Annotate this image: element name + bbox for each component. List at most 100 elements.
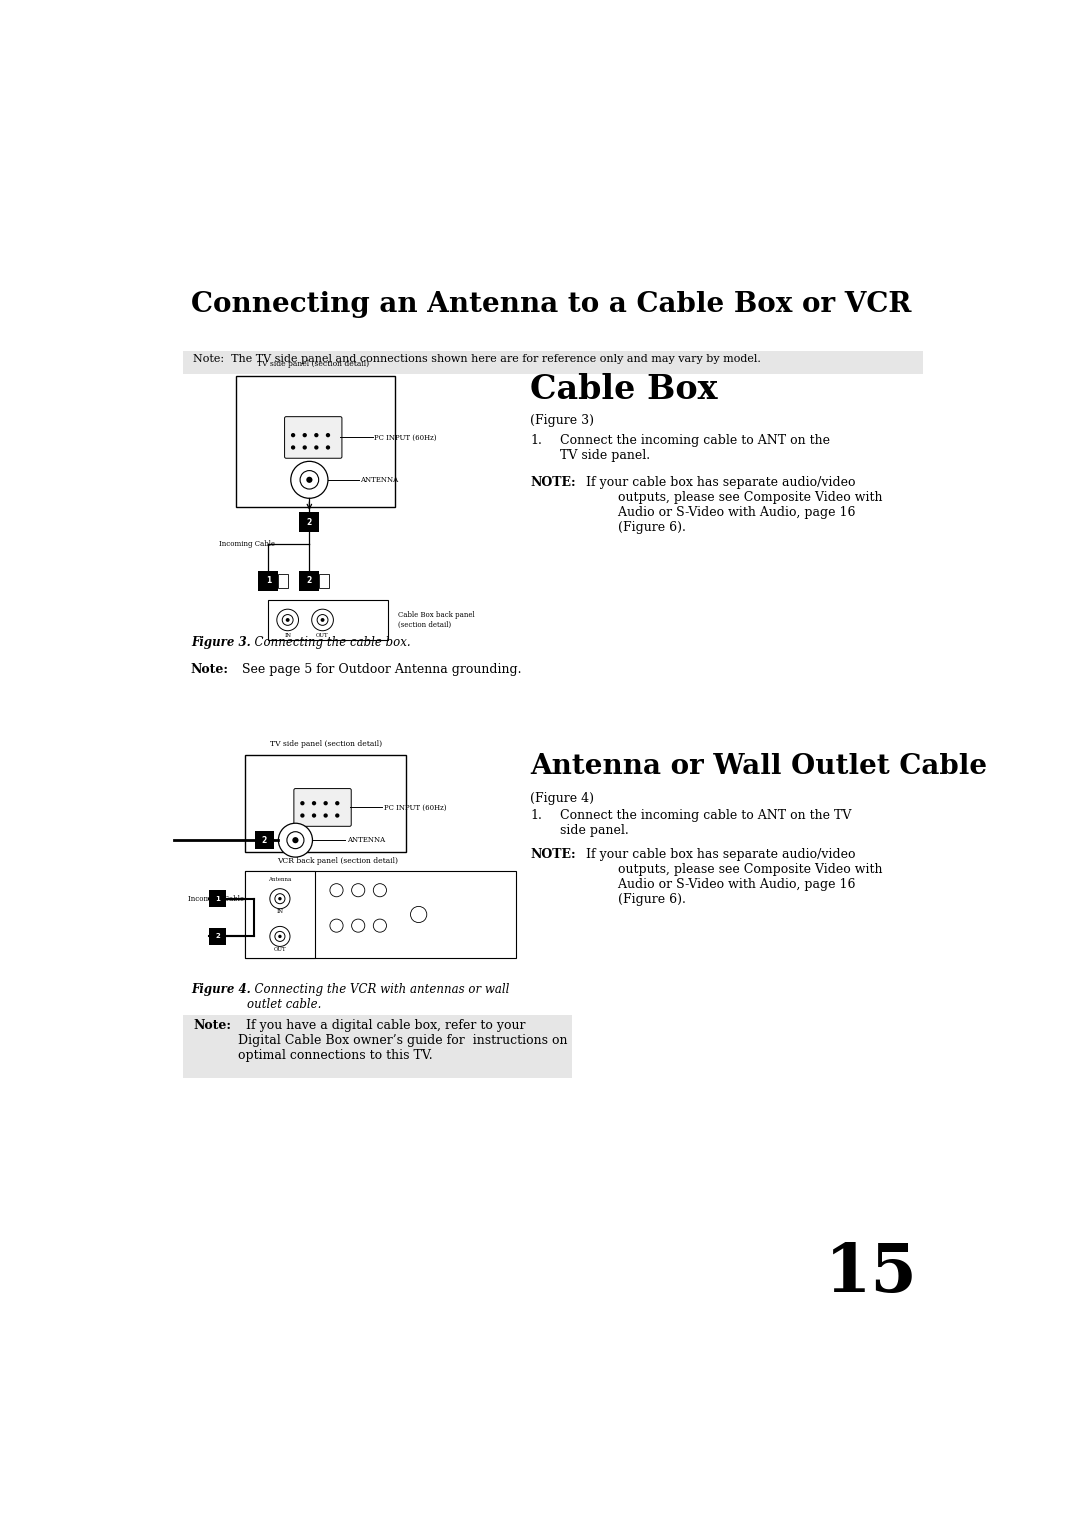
Circle shape <box>302 432 307 437</box>
Circle shape <box>312 610 334 631</box>
Text: 15: 15 <box>825 1241 918 1306</box>
Circle shape <box>275 894 285 903</box>
FancyBboxPatch shape <box>268 601 389 640</box>
Circle shape <box>314 432 319 437</box>
Text: ANTENNA: ANTENNA <box>361 475 399 484</box>
Text: Connect the incoming cable to ANT on the TV
side panel.: Connect the incoming cable to ANT on the… <box>559 810 851 837</box>
Circle shape <box>300 801 305 805</box>
Circle shape <box>286 617 289 622</box>
Text: PC INPUT (60Hz): PC INPUT (60Hz) <box>383 804 446 811</box>
Text: (Figure 4): (Figure 4) <box>530 792 594 805</box>
FancyBboxPatch shape <box>245 871 314 958</box>
Circle shape <box>276 610 298 631</box>
FancyBboxPatch shape <box>245 871 516 958</box>
Circle shape <box>293 837 298 843</box>
Circle shape <box>410 906 427 923</box>
Circle shape <box>300 471 319 489</box>
Text: Incoming Cable: Incoming Cable <box>218 539 274 547</box>
Text: Note:: Note: <box>193 1019 231 1031</box>
Circle shape <box>270 926 291 946</box>
FancyBboxPatch shape <box>294 788 351 827</box>
Text: TV side panel (section detail): TV side panel (section detail) <box>270 740 381 747</box>
Circle shape <box>307 477 312 483</box>
Text: Incoming Cable: Incoming Cable <box>188 895 244 903</box>
FancyBboxPatch shape <box>210 927 227 944</box>
Circle shape <box>312 801 316 805</box>
Text: OUT: OUT <box>273 947 286 952</box>
Text: 2: 2 <box>307 518 312 527</box>
Text: Cable Box: Cable Box <box>530 373 718 406</box>
FancyBboxPatch shape <box>235 376 394 507</box>
FancyBboxPatch shape <box>299 570 320 591</box>
Circle shape <box>335 801 339 805</box>
FancyBboxPatch shape <box>183 1015 572 1079</box>
Text: If your cable box has separate audio/video
        outputs, please see Composite: If your cable box has separate audio/vid… <box>586 848 882 906</box>
Text: Connecting an Antenna to a Cable Box or VCR: Connecting an Antenna to a Cable Box or … <box>191 292 912 318</box>
Circle shape <box>326 445 330 449</box>
Circle shape <box>282 614 293 625</box>
Text: 1: 1 <box>266 576 271 585</box>
Text: PC INPUT (60Hz): PC INPUT (60Hz) <box>375 434 437 442</box>
Text: Connecting the cable box.: Connecting the cable box. <box>246 636 410 649</box>
Circle shape <box>291 432 295 437</box>
Text: Connect the incoming cable to ANT on the
TV side panel.: Connect the incoming cable to ANT on the… <box>559 434 829 463</box>
FancyBboxPatch shape <box>245 755 406 851</box>
Text: 2: 2 <box>216 934 220 940</box>
Circle shape <box>279 824 312 857</box>
Text: VCR back panel (section detail): VCR back panel (section detail) <box>278 857 399 865</box>
Text: Note:  The TV side panel and connections shown here are for reference only and m: Note: The TV side panel and connections … <box>193 354 761 364</box>
Circle shape <box>279 935 282 938</box>
Text: 2: 2 <box>307 576 312 585</box>
FancyBboxPatch shape <box>320 573 328 588</box>
Text: If you have a digital cable box, refer to your
Digital Cable Box owner’s guide f: If you have a digital cable box, refer t… <box>238 1019 568 1062</box>
Circle shape <box>302 445 307 449</box>
Text: IN: IN <box>284 633 292 637</box>
FancyBboxPatch shape <box>183 351 923 374</box>
Text: Connecting the VCR with antennas or wall
outlet cable.: Connecting the VCR with antennas or wall… <box>246 983 509 1010</box>
Circle shape <box>329 920 343 932</box>
Circle shape <box>270 889 291 909</box>
Text: 2: 2 <box>261 836 267 845</box>
Circle shape <box>374 920 387 932</box>
FancyBboxPatch shape <box>284 417 342 458</box>
Circle shape <box>291 461 328 498</box>
FancyBboxPatch shape <box>279 573 287 588</box>
Circle shape <box>352 883 365 897</box>
Circle shape <box>329 883 343 897</box>
FancyBboxPatch shape <box>210 891 227 908</box>
FancyBboxPatch shape <box>299 512 320 532</box>
Text: See page 5 for Outdoor Antenna grounding.: See page 5 for Outdoor Antenna grounding… <box>234 663 522 675</box>
Circle shape <box>279 897 282 900</box>
Text: Cable Box back panel
(section detail): Cable Box back panel (section detail) <box>397 611 474 630</box>
Circle shape <box>335 813 339 817</box>
Text: Figure 4.: Figure 4. <box>191 983 251 996</box>
Circle shape <box>287 831 303 848</box>
Text: ANTENNA: ANTENNA <box>347 836 384 843</box>
Text: (Figure 3): (Figure 3) <box>530 414 594 428</box>
Text: Figure 3.: Figure 3. <box>191 636 251 649</box>
Text: NOTE:: NOTE: <box>530 475 576 489</box>
Text: IN: IN <box>276 909 283 914</box>
Circle shape <box>291 445 295 449</box>
Circle shape <box>324 801 328 805</box>
Text: 1: 1 <box>216 895 220 902</box>
Text: OUT: OUT <box>316 633 329 637</box>
Circle shape <box>275 932 285 941</box>
Text: Antenna or Wall Outlet Cable: Antenna or Wall Outlet Cable <box>530 753 987 781</box>
Circle shape <box>318 614 328 625</box>
Circle shape <box>374 883 387 897</box>
Circle shape <box>300 813 305 817</box>
Circle shape <box>326 432 330 437</box>
Text: Note:: Note: <box>191 663 229 675</box>
Text: 1.: 1. <box>530 434 542 448</box>
Text: 1.: 1. <box>530 810 542 822</box>
Text: TV side panel (section detail): TV side panel (section detail) <box>257 361 369 368</box>
Circle shape <box>314 445 319 449</box>
FancyBboxPatch shape <box>255 831 273 850</box>
Text: Antenna: Antenna <box>268 877 292 882</box>
Circle shape <box>321 617 324 622</box>
Circle shape <box>312 813 316 817</box>
Circle shape <box>352 920 365 932</box>
FancyBboxPatch shape <box>258 570 279 591</box>
Text: NOTE:: NOTE: <box>530 848 576 860</box>
